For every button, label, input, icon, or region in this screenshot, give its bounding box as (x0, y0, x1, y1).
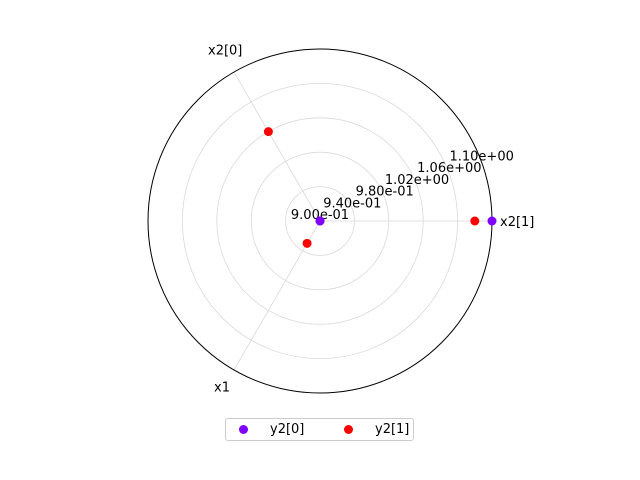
axis-spoke (233, 71, 321, 222)
legend-marker-y2-1 (344, 425, 353, 434)
legend-label-y2-1: y2[1] (375, 422, 410, 437)
data-points (263, 127, 497, 248)
radial-tick-labels: 9.00e-019.40e-019.80e-011.02e+001.06e+00… (291, 150, 514, 223)
radial-tick-label: 9.80e-01 (356, 185, 414, 200)
data-point-series-1 (302, 238, 312, 248)
radial-tick-label: 1.06e+00 (417, 161, 481, 176)
data-point-series-1 (263, 127, 273, 137)
axis-labels: x1 x2[0] x2[1] (208, 44, 534, 396)
data-point-series-0 (315, 216, 325, 226)
axis-spokes (233, 71, 492, 371)
radial-tick-label: 1.02e+00 (385, 173, 449, 188)
radial-tick-label: 9.00e-01 (291, 208, 349, 223)
legend-item-y2-1: y2[1] (344, 419, 409, 440)
legend-label-y2-0: y2[0] (270, 422, 305, 437)
data-point-series-0 (487, 216, 497, 226)
radial-tick-label: 9.40e-01 (323, 196, 381, 211)
data-point-series-1 (470, 216, 480, 226)
legend-item-y2-0: y2[0] (239, 419, 304, 440)
legend-marker-y2-0 (239, 425, 248, 434)
axis-label: x2[1] (500, 215, 534, 230)
legend: y2[0] y2[1] (225, 418, 414, 441)
radial-tick-label: 1.10e+00 (449, 150, 513, 165)
axis-label: x1 (214, 380, 230, 395)
axis-label: x2[0] (208, 44, 242, 59)
